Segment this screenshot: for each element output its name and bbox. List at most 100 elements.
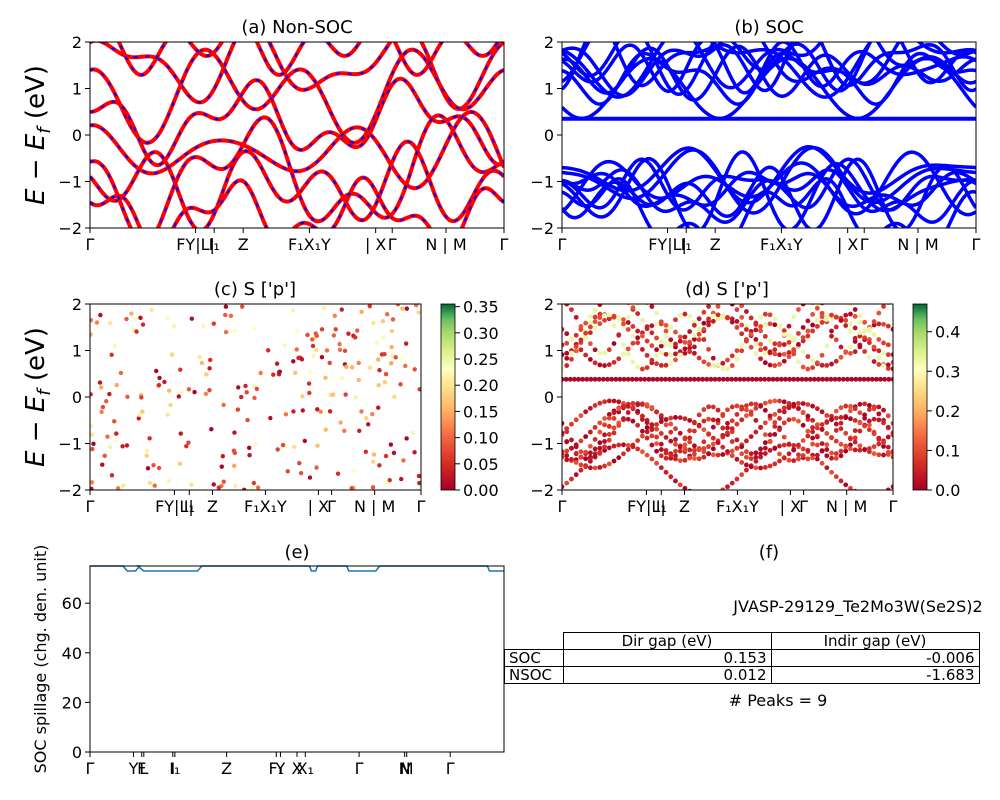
data-point — [772, 412, 778, 417]
data-point — [147, 436, 152, 441]
data-point — [602, 432, 607, 438]
data-point — [871, 406, 877, 412]
data-point — [374, 340, 379, 346]
data-point — [819, 320, 825, 325]
data-point — [112, 419, 117, 424]
x-tick-label: X₁ — [297, 759, 314, 778]
data-point — [824, 343, 830, 349]
data-point — [885, 413, 891, 419]
data-point — [376, 383, 381, 388]
data-point — [668, 324, 674, 330]
data-point — [857, 420, 863, 426]
data-point — [876, 452, 882, 458]
band-nonsoc-blue — [90, 114, 504, 228]
data-point — [564, 439, 570, 445]
data-point — [692, 350, 697, 356]
data-point — [306, 381, 312, 386]
data-point — [299, 357, 305, 362]
data-point — [569, 350, 574, 356]
data-point — [291, 359, 296, 364]
data-point — [800, 438, 806, 443]
data-point — [881, 340, 886, 346]
data-point — [90, 317, 94, 323]
data-point — [380, 318, 386, 324]
colorbar-tick-label: 0.20 — [463, 376, 499, 395]
data-point-flat — [770, 376, 776, 382]
data-point-flat — [783, 376, 788, 382]
data-point — [243, 383, 248, 389]
data-point — [359, 309, 364, 315]
data-point — [734, 356, 740, 362]
data-point-flat — [605, 376, 610, 382]
data-point — [833, 324, 839, 330]
data-point — [692, 332, 697, 338]
data-point — [245, 417, 250, 423]
data-point — [866, 422, 872, 428]
data-point — [275, 447, 280, 452]
data-point — [734, 348, 740, 354]
data-point — [857, 401, 863, 407]
data-point — [649, 343, 655, 349]
data-point — [663, 448, 669, 453]
data-point — [885, 487, 891, 490]
data-point — [583, 335, 589, 341]
data-point-flat — [696, 376, 701, 382]
data-point — [748, 456, 754, 461]
data-point — [762, 350, 768, 356]
data-point — [290, 308, 296, 313]
data-point — [327, 409, 333, 414]
x-tick-label: I₁ — [681, 235, 692, 254]
x-tick-label: FY|L| — [648, 235, 687, 254]
data-point — [246, 445, 252, 451]
data-point — [885, 342, 891, 348]
data-point — [630, 333, 636, 339]
data-point — [753, 322, 759, 327]
data-point — [710, 446, 716, 452]
data-point — [885, 366, 891, 371]
data-point — [391, 450, 397, 456]
data-point — [753, 418, 759, 423]
data-point — [592, 307, 598, 313]
data-point — [285, 469, 290, 474]
data-point — [744, 309, 749, 314]
data-point — [649, 405, 655, 410]
data-point-flat — [663, 376, 668, 382]
data-point — [616, 399, 622, 405]
data-point — [247, 452, 252, 458]
data-point — [578, 449, 584, 455]
data-point — [824, 297, 829, 302]
data-point — [744, 467, 749, 473]
data-point — [862, 412, 868, 418]
data-point — [611, 398, 617, 404]
data-point — [824, 413, 830, 418]
data-point — [692, 428, 697, 434]
x-tick-label: Z — [679, 497, 690, 516]
data-point — [413, 304, 419, 308]
colorbar-tick-label: 0.25 — [463, 350, 499, 369]
data-point — [833, 451, 839, 457]
data-point — [677, 430, 683, 436]
data-point-flat — [729, 376, 735, 382]
data-point — [239, 394, 244, 400]
data-point — [90, 480, 95, 485]
data-point — [734, 403, 740, 409]
data-point — [376, 405, 381, 410]
data-point — [843, 349, 849, 355]
data-point — [597, 304, 603, 308]
y-tick-label: 1 — [72, 80, 82, 99]
data-point — [592, 436, 598, 442]
x-tick-label: N | M — [897, 235, 938, 254]
data-point — [583, 456, 589, 462]
data-point — [753, 351, 759, 356]
data-point — [796, 452, 801, 458]
band-nonsoc-red — [90, 175, 504, 228]
data-point — [417, 480, 421, 486]
data-point — [777, 443, 782, 449]
data-point — [701, 439, 707, 445]
colorbar-tick-label: 0.4 — [935, 323, 960, 342]
data-point — [578, 438, 584, 444]
band-nonsoc-blue — [90, 48, 504, 144]
data-point — [578, 327, 584, 332]
data-point — [862, 415, 868, 421]
data-point — [583, 449, 589, 455]
